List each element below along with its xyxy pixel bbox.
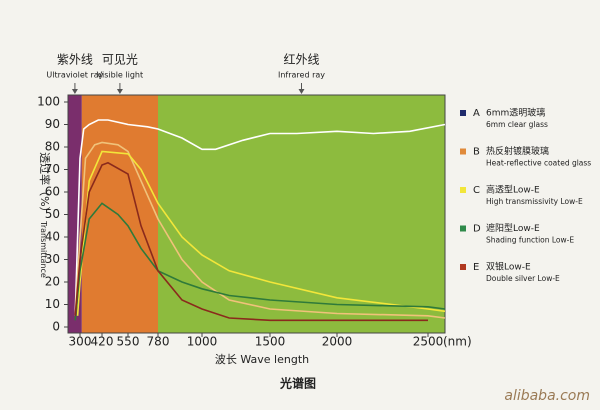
y-tick-label: 100 [37,95,60,109]
legend-name-en: High transmissivity Low-E [486,197,583,206]
legend-letter: C [473,185,480,196]
x-tick-label: 1000 [187,335,218,349]
y-tick-label: 20 [45,275,60,289]
y-tick-label: 30 [45,252,60,266]
series-line [76,150,446,316]
region [81,95,158,333]
legend-name-en: Shading function Low-E [486,236,574,245]
region-arrowhead [116,89,123,94]
legend-letter: E [473,262,479,273]
series-line [74,161,428,322]
legend-name-en: Double silver Low-E [486,274,560,283]
x-axis-title: 波长 Wave length [215,353,309,366]
y-tick-label: 80 [45,140,60,154]
series-line [74,141,446,319]
x-tick-label: 550 [117,335,140,349]
legend-letter: A [473,108,480,119]
y-axis-title: 透过率（%） Transmittance [38,152,52,278]
y-tick-label: 60 [45,185,60,199]
y-tick-label: 40 [45,230,60,244]
legend-name: 热反射镀膜玻璃 [486,145,549,157]
y-tick-label: 0 [52,320,60,334]
legend-letter: B [473,147,480,158]
legend-swatch [460,225,466,232]
region-arrowhead [298,89,305,94]
y-tick-label: 50 [45,207,60,221]
chart-title: 光谱图 [279,376,316,391]
y-axis-title-en: Transmittance [40,220,49,278]
legend-name: 遮阳型Low-E [486,222,540,234]
legend-letter: D [473,224,481,235]
region-label-cn: 可见光 [102,53,138,67]
legend-name: 双银Low-E [486,261,531,273]
x-tick-label: 420 [91,335,114,349]
x-tick-label: 2000 [322,335,353,349]
y-axis-title-cn: 透过率（%） [38,152,52,217]
region-label-cn: 红外线 [283,52,319,67]
legend-name-en: 6mm clear glass [486,120,548,129]
region-label-en: Infrared ray [278,71,325,80]
legend-swatch [460,264,466,270]
x-tick-label: 2500 [413,335,444,349]
y-tick-label: 70 [45,162,60,176]
y-tick-label: 10 [45,297,60,311]
region-label-en: Visible light [97,71,143,80]
region [68,95,82,333]
x-tick-label: 300 [69,335,92,349]
region-label-en: Ultraviolet ray [46,71,103,80]
region-arrowhead [71,89,78,94]
legend-swatch [460,187,466,193]
x-tick-label: 780 [147,335,170,349]
legend-name: 高透型Low-E [486,184,540,196]
series-line [74,119,446,316]
legend-swatch [460,148,466,155]
x-tick-label: 1500 [255,335,286,349]
legend-name: 6mm透明玻璃 [486,107,545,119]
legend-swatch [460,110,466,116]
region [158,95,445,333]
legend-name-en: Heat-reflective coated glass [486,159,591,168]
y-tick-label: 90 [45,117,60,131]
x-unit: (nm) [443,335,472,349]
watermark: alibaba.com [504,388,590,404]
region-label-cn: 紫外线 [57,53,93,67]
